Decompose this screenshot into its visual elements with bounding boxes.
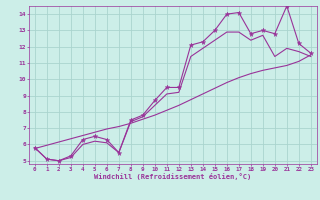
X-axis label: Windchill (Refroidissement éolien,°C): Windchill (Refroidissement éolien,°C): [94, 173, 252, 180]
